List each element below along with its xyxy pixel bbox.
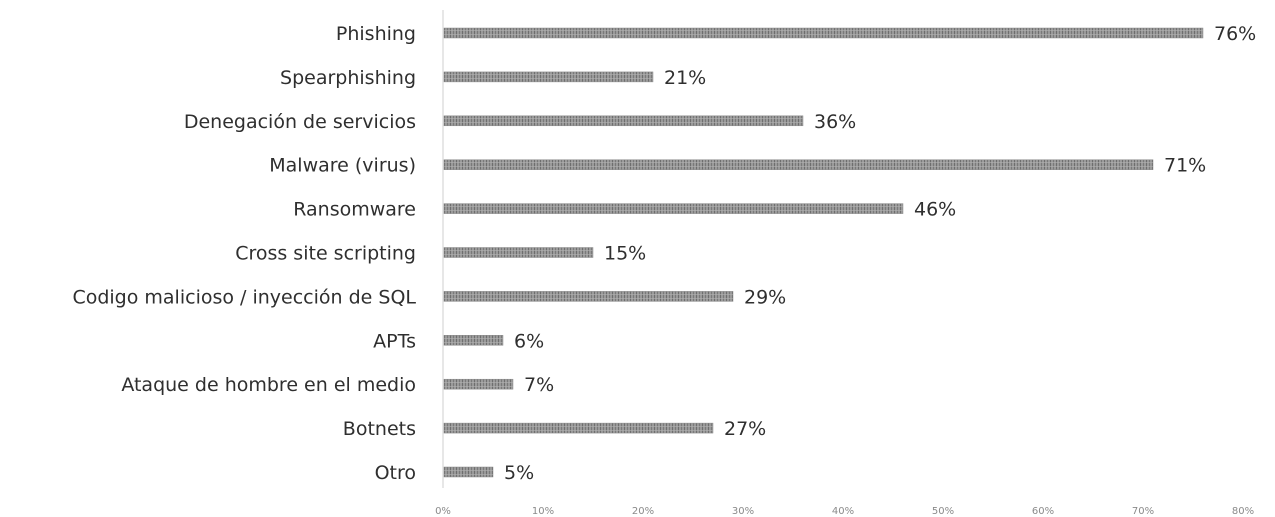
bar [443, 247, 594, 258]
bar [443, 27, 1204, 39]
value-label: 29% [744, 286, 786, 308]
value-label: 71% [1164, 155, 1206, 177]
category-label: Denegación de servicios [184, 111, 416, 133]
x-tick-label: 20% [632, 506, 654, 517]
x-tick-label: 40% [832, 506, 854, 517]
category-label: Cross site scripting [235, 243, 416, 265]
bar [443, 159, 1154, 170]
value-label: 15% [604, 243, 646, 265]
value-label: 76% [1214, 23, 1256, 45]
bar [443, 71, 654, 83]
x-tick-label: 70% [1132, 506, 1154, 517]
value-label: 36% [814, 111, 856, 133]
category-label: Phishing [336, 23, 416, 45]
x-axis-group: 0% 10% 20% 30% 40% 50% 60% 70% 80% [435, 10, 1254, 517]
bar [443, 378, 514, 390]
value-label: 46% [914, 199, 956, 221]
category-label: Ransomware [293, 199, 416, 221]
category-label: Ataque de hombre en el medio [121, 374, 416, 396]
bar [443, 466, 494, 478]
x-tick-label: 0% [435, 506, 451, 517]
category-label: Spearphishing [280, 67, 416, 89]
x-tick-label: 60% [1032, 506, 1054, 517]
x-tick-label: 30% [732, 506, 754, 517]
category-label: Otro [375, 462, 416, 484]
value-label: 7% [524, 374, 554, 396]
category-label: Malware (virus) [269, 155, 416, 177]
category-label: Codigo malicioso / inyección de SQL [72, 286, 416, 308]
bar [443, 115, 804, 127]
bars-group [443, 27, 1204, 478]
value-label: 5% [504, 462, 534, 484]
bar [443, 422, 714, 434]
bar [443, 203, 904, 214]
category-label: APTs [373, 330, 416, 352]
x-tick-label: 80% [1232, 506, 1254, 517]
value-labels-group: 76% 21% 36% 71% 46% 15% 29% 6% 7% 27% 5% [504, 23, 1256, 484]
value-label: 6% [514, 330, 544, 352]
category-label: Botnets [343, 418, 416, 440]
bar [443, 291, 734, 302]
value-label: 21% [664, 67, 706, 89]
bar [443, 335, 504, 346]
x-tick-label: 10% [532, 506, 554, 517]
category-labels-group: Phishing Spearphishing Denegación de servi… [72, 23, 416, 484]
x-tick-label: 50% [932, 506, 954, 517]
value-label: 27% [724, 418, 766, 440]
